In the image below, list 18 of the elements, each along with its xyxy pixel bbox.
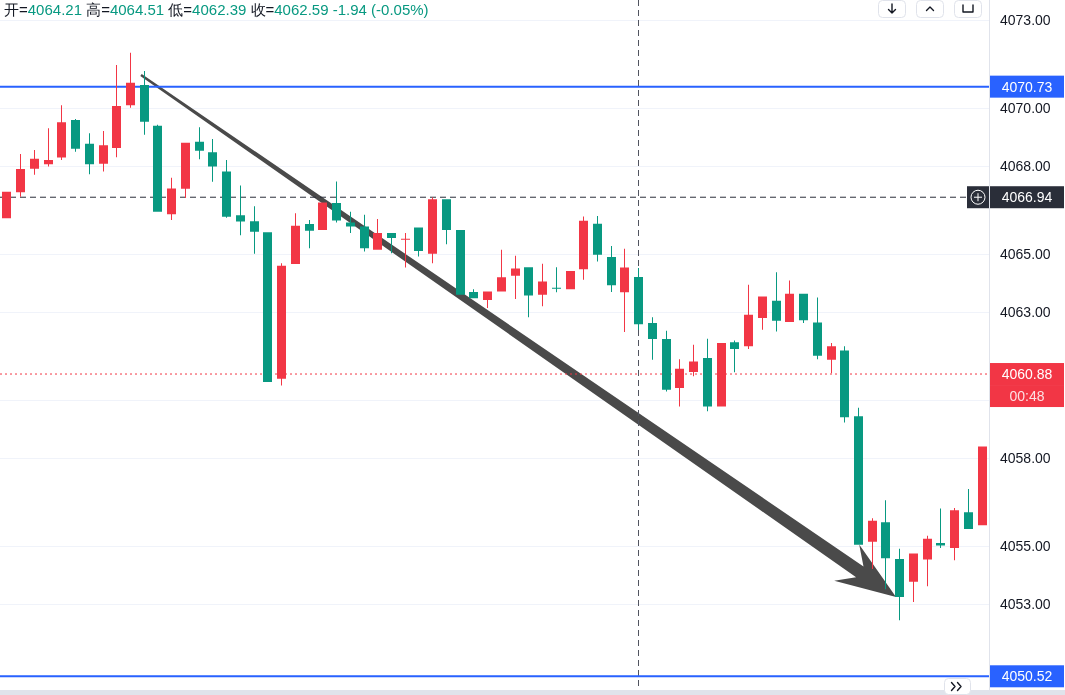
y-tick-label: 4063.00	[1000, 304, 1051, 321]
ref-line-label: 4050.52	[1001, 668, 1053, 685]
ref-label: 4050.52	[990, 665, 1064, 688]
y-tick-label: 4070.00	[1000, 99, 1051, 116]
ref-label: 4070.73	[990, 75, 1064, 98]
title: 开=4064.21 高=4064.51 低=4062.39 收=4062.59 -1.94 (-0.05%)	[4, 1, 429, 18]
ref-line-label: 4070.73	[1001, 78, 1053, 95]
ref-line-label: 4060.88	[1001, 366, 1053, 383]
ref-line-label: 4066.94	[1001, 189, 1053, 206]
y-tick-label: 4055.00	[1000, 537, 1051, 554]
y-tick-label: 4058.00	[1000, 450, 1051, 467]
ref-label: 4066.94	[990, 186, 1064, 209]
ref-label: 4060.88	[990, 363, 1064, 386]
y-tick-label: 4053.00	[1000, 595, 1051, 612]
annotation: 00:48	[990, 385, 1064, 408]
y-tick-label: 4073.00	[1000, 12, 1051, 29]
y-tick-label: 4068.00	[1000, 158, 1051, 175]
y-tick-label: 4065.00	[1000, 245, 1051, 262]
